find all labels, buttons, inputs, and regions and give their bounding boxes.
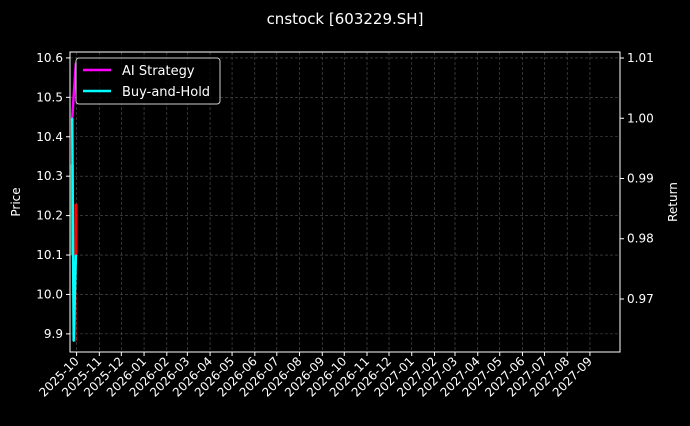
legend-box bbox=[75, 57, 221, 105]
y2-tick-label: 0.98 bbox=[627, 232, 654, 246]
series-line-ai-strategy bbox=[70, 62, 78, 119]
candle-body bbox=[74, 203, 78, 256]
series-point bbox=[72, 340, 75, 342]
y-tick-label: 9.9 bbox=[44, 327, 63, 341]
chart-title: cnstock [603229.SH] bbox=[267, 10, 424, 28]
plot-frame bbox=[69, 51, 621, 353]
y-tick-label: 10.5 bbox=[36, 90, 63, 104]
series-point bbox=[71, 117, 73, 120]
series-point bbox=[75, 254, 77, 256]
y2-tick-label: 0.97 bbox=[627, 292, 654, 306]
y-tick-label: 10.2 bbox=[36, 209, 63, 223]
y2-axis-label: Return bbox=[666, 182, 680, 222]
y-tick-label: 10.3 bbox=[36, 169, 63, 183]
legend: AI Strategy Buy-and-Hold bbox=[75, 57, 221, 105]
y-tick-label: 10.6 bbox=[36, 51, 63, 65]
y2-tick-label: 1.01 bbox=[627, 51, 654, 65]
y-tick-label: 10.0 bbox=[36, 287, 63, 301]
y-tick-label: 10.4 bbox=[36, 130, 63, 144]
legend-label-ai: AI Strategy bbox=[122, 64, 195, 79]
y-axis-label: Price bbox=[9, 187, 23, 216]
legend-label-bh: Buy-and-Hold bbox=[122, 85, 210, 100]
y2-tick-label: 0.99 bbox=[627, 172, 654, 186]
y-tick-label: 10.1 bbox=[36, 248, 63, 262]
marks bbox=[70, 62, 78, 342]
y2-tick-label: 1.00 bbox=[627, 111, 654, 125]
